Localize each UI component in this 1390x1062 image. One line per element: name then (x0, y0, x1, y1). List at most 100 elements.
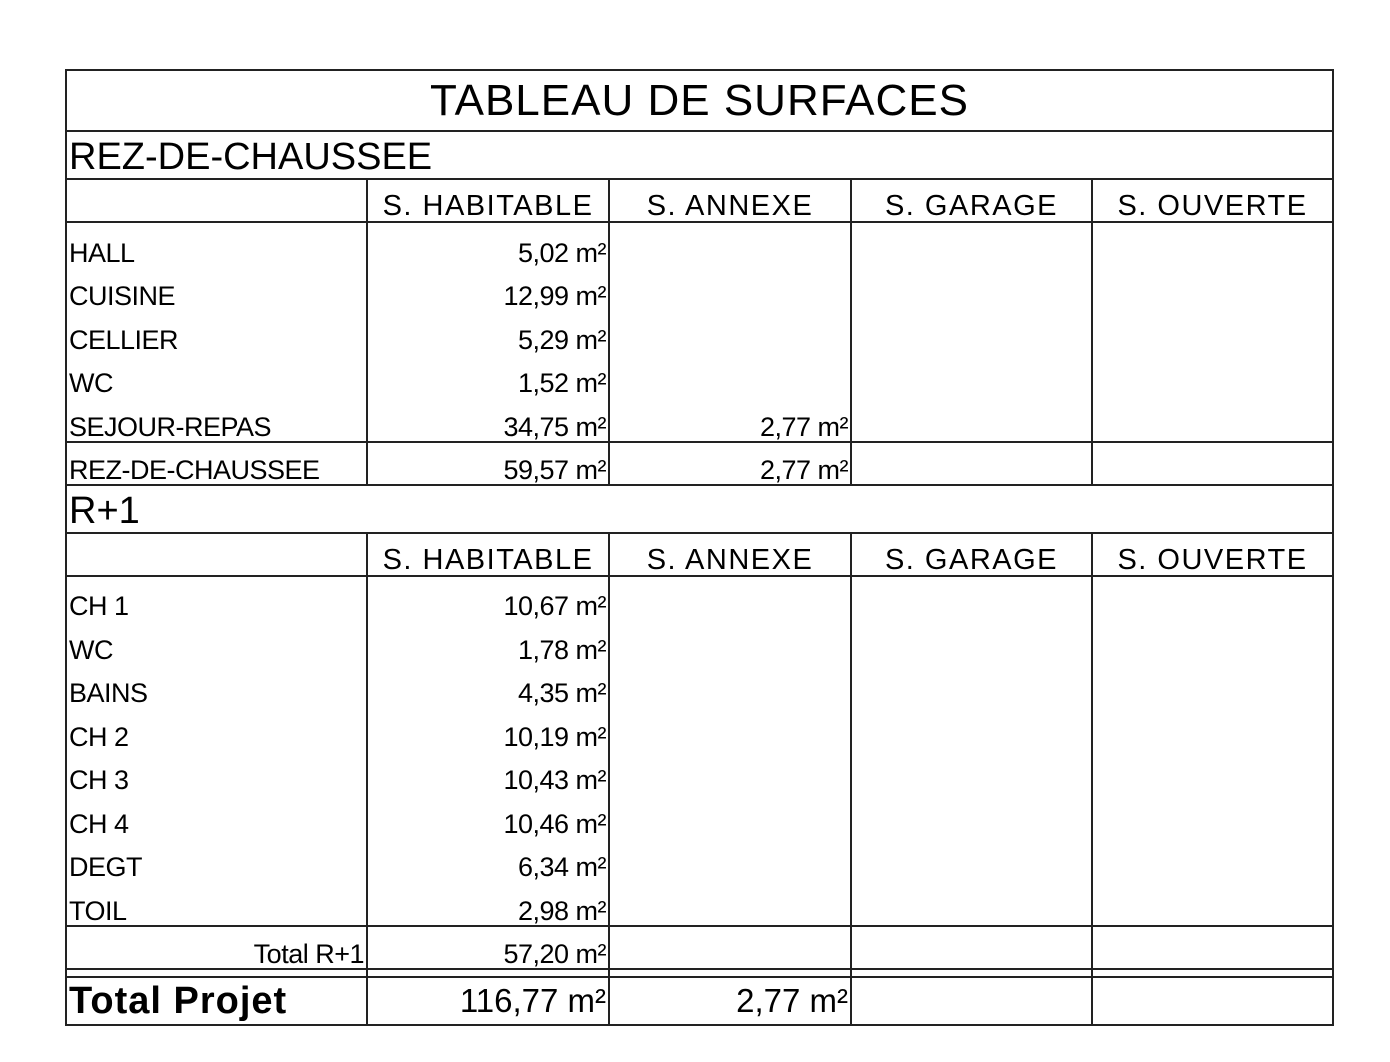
surface-value: 34,75 m² (366, 397, 610, 442)
surface-value: 10,67 m² (366, 575, 610, 620)
divider-cell (1091, 968, 1334, 978)
table-row: HALL 5,02 m² (65, 222, 1334, 267)
surface-value: 5,02 m² (366, 222, 610, 267)
room-label: CH 2 (65, 707, 368, 751)
column-header: S. ANNEXE (608, 532, 852, 577)
room-label: WC (65, 620, 368, 664)
surface-table: TABLEAU DE SURFACES REZ-DE-CHAUSSEE S. HA… (65, 69, 1334, 1026)
room-label: CH 1 (65, 575, 368, 620)
room-label: CUISINE (65, 266, 368, 310)
room-label: SEJOUR-REPAS (65, 397, 368, 442)
room-label: TOIL (65, 881, 368, 926)
surface-value (850, 620, 1093, 664)
subtotal-value: 59,57 m² (366, 440, 610, 486)
surface-value (608, 575, 852, 620)
total-value (850, 976, 1093, 1025)
table-row: CELLIER 5,29 m² (65, 310, 1334, 354)
title-row: TABLEAU DE SURFACES (65, 70, 1334, 132)
subtotal-value (1091, 924, 1334, 970)
surface-value (1091, 750, 1334, 794)
surface-value (608, 310, 852, 354)
subtotal-value: 2,77 m² (608, 440, 852, 486)
surface-value (1091, 353, 1334, 397)
surface-value (1091, 794, 1334, 838)
table-row: TOIL 2,98 m² (65, 881, 1334, 926)
column-header: S. GARAGE (850, 179, 1093, 223)
surface-value: 2,77 m² (608, 397, 852, 442)
table-row: WC 1,78 m² (65, 620, 1334, 664)
divider-cell (65, 968, 368, 978)
divider-cell (366, 968, 610, 978)
surface-value (1091, 310, 1334, 354)
table-row: BAINS 4,35 m² (65, 663, 1334, 707)
surface-value (850, 397, 1093, 442)
subtotal-label: Total R+1 (65, 924, 368, 970)
surface-value (850, 353, 1093, 397)
surface-value (850, 707, 1093, 751)
surface-value (1091, 575, 1334, 620)
room-label: DEGT (65, 837, 368, 881)
surface-value (1091, 620, 1334, 664)
column-header: S. ANNEXE (608, 179, 852, 223)
table-row: SEJOUR-REPAS 34,75 m² 2,77 m² (65, 397, 1334, 442)
surface-value: 10,43 m² (366, 750, 610, 794)
total-value: 2,77 m² (608, 976, 852, 1025)
column-header: S. HABITABLE (366, 532, 610, 577)
subtotal-value (850, 924, 1093, 970)
surface-value (1091, 707, 1334, 751)
subtotal-row: REZ-DE-CHAUSSEE 59,57 m² 2,77 m² (65, 440, 1334, 486)
subtotal-row: Total R+1 57,20 m² (65, 924, 1334, 970)
surface-value: 2,98 m² (366, 881, 610, 926)
column-header (65, 532, 368, 577)
section-title: REZ-DE-CHAUSSEE (65, 131, 1334, 180)
surface-value (608, 353, 852, 397)
table-row: CH 1 10,67 m² (65, 575, 1334, 620)
surface-value (608, 266, 852, 310)
table-row: CH 4 10,46 m² (65, 794, 1334, 838)
surface-value (1091, 837, 1334, 881)
table-title: TABLEAU DE SURFACES (65, 70, 1334, 132)
table-row: WC 1,52 m² (65, 353, 1334, 397)
surface-value: 5,29 m² (366, 310, 610, 354)
surface-value: 4,35 m² (366, 663, 610, 707)
room-label: WC (65, 353, 368, 397)
surface-value: 1,78 m² (366, 620, 610, 664)
subtotal-value (1091, 440, 1334, 486)
room-label: CELLIER (65, 310, 368, 354)
divider-cell (850, 968, 1093, 978)
surface-value (1091, 663, 1334, 707)
surface-value (850, 794, 1093, 838)
surface-value (850, 266, 1093, 310)
column-header (65, 179, 368, 223)
room-label: BAINS (65, 663, 368, 707)
column-header-row: S. HABITABLE S. ANNEXE S. GARAGE S. OUVERTE (65, 179, 1334, 223)
surface-value (850, 837, 1093, 881)
table-row: CUISINE 12,99 m² (65, 266, 1334, 310)
subtotal-value: 57,20 m² (366, 924, 610, 970)
surface-value (850, 575, 1093, 620)
surface-value (1091, 881, 1334, 926)
room-label: CH 3 (65, 750, 368, 794)
section-header-row: REZ-DE-CHAUSSEE (65, 131, 1334, 180)
surface-value (608, 707, 852, 751)
divider-cell (608, 968, 852, 978)
surface-value (1091, 222, 1334, 267)
subtotal-label: REZ-DE-CHAUSSEE (65, 440, 368, 486)
surface-value (608, 837, 852, 881)
surface-value (608, 794, 852, 838)
surface-value: 1,52 m² (366, 353, 610, 397)
surface-value: 12,99 m² (366, 266, 610, 310)
surface-value (850, 663, 1093, 707)
surface-value (850, 881, 1093, 926)
section-header-row: R+1 (65, 484, 1334, 534)
surface-value (850, 750, 1093, 794)
table-row: DEGT 6,34 m² (65, 837, 1334, 881)
table-row: CH 3 10,43 m² (65, 750, 1334, 794)
double-line-divider (65, 968, 1334, 978)
table-row: CH 2 10,19 m² (65, 707, 1334, 751)
surface-value: 10,19 m² (366, 707, 610, 751)
column-header-row: S. HABITABLE S. ANNEXE S. GARAGE S. OUVERTE (65, 532, 1334, 577)
subtotal-value (850, 440, 1093, 486)
total-value: 116,77 m² (366, 976, 610, 1025)
column-header: S. OUVERTE (1091, 179, 1334, 223)
